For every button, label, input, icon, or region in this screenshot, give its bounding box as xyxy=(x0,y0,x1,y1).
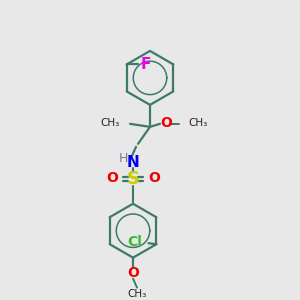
Text: S: S xyxy=(127,170,140,188)
Text: H: H xyxy=(118,152,128,165)
Text: CH₃: CH₃ xyxy=(101,118,120,128)
Text: CH₃: CH₃ xyxy=(188,118,207,128)
Text: N: N xyxy=(127,155,140,170)
Text: CH₃: CH₃ xyxy=(128,289,147,298)
Text: F: F xyxy=(140,57,151,72)
Text: Cl: Cl xyxy=(127,235,142,249)
Text: O: O xyxy=(160,116,172,130)
Text: O: O xyxy=(148,171,160,185)
Text: O: O xyxy=(127,266,139,280)
Text: O: O xyxy=(106,171,118,185)
